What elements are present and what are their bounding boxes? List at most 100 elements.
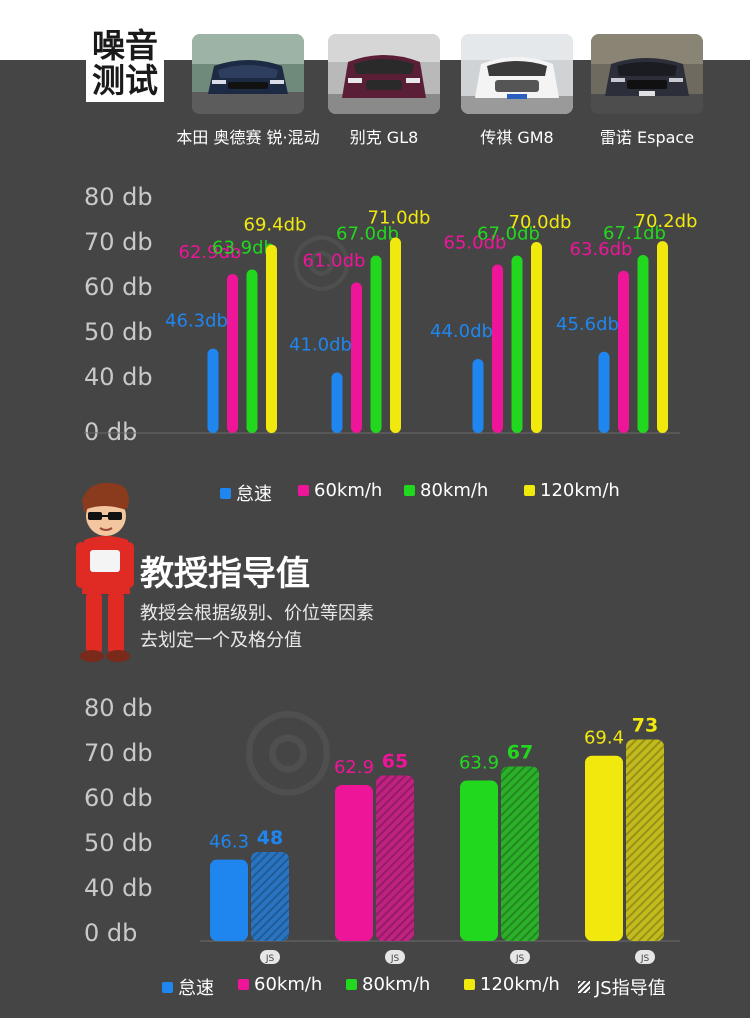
chart1-data-label-3-0: 45.6db (556, 314, 619, 335)
legend2-120: 120km/h (464, 974, 560, 995)
chart2-ytick-label: 80 db (84, 694, 153, 722)
chart1-bar-2-3 (531, 242, 542, 433)
chart1-data-label-1-3: 71.0db (368, 208, 431, 229)
legend2-80-swatch (346, 979, 357, 990)
legend1-idle-label: 怠速 (236, 484, 272, 505)
chart1-ytick-label: 50 db (84, 318, 153, 346)
legend2-120-swatch (464, 979, 475, 990)
chart1-bar-3-0 (598, 351, 610, 433)
legend2-60-label: 60km/h (254, 974, 323, 995)
car-label-honda: 本田 奥德赛 锐·混动 (176, 128, 320, 147)
chart1-data-label-2-0: 44.0db (430, 321, 493, 342)
chart1-data-label-0-0: 46.3db (165, 311, 228, 332)
chart2-js-bar-hatch-3 (626, 739, 664, 941)
chart1-bar-0-2 (246, 269, 258, 433)
chart1-ytick-label: 60 db (84, 273, 153, 301)
chart1-ytick-label: 0 db (84, 418, 137, 446)
car-photo-honda (192, 34, 304, 114)
chart1-bar-2-0 (472, 359, 484, 433)
noise-chart: 0 db 40 db 50 db 60 db 70 db 80 db 46.3db 41.0d… (84, 183, 698, 446)
chart2-js-tag-0 (260, 950, 280, 964)
chart1-ytick-label: 40 db (84, 363, 153, 391)
legend1-idle-swatch (220, 487, 231, 499)
legend1-idle: 怠速 (220, 480, 272, 506)
chart2-ytick-label: 70 db (84, 739, 153, 767)
legend2-120-label: 120km/h (480, 974, 560, 995)
section-title-line2: 测试 (92, 61, 158, 100)
chart2-test-label-2: 63.9 (459, 752, 499, 773)
watermark-bottom: ◎ (240, 680, 336, 808)
legend1-80-swatch (404, 485, 415, 496)
chart2-js-tag-text-1: JS (390, 954, 400, 964)
chart2-js-tag-1 (385, 950, 405, 964)
chart2-test-label-1: 62.9 (334, 757, 374, 778)
legend2-js-swatch (578, 981, 590, 993)
chart1-data-label-1-1: 61.0db (303, 251, 366, 272)
car-photo-buick (328, 34, 440, 114)
chart1-data-label-0-1: 62.9db (179, 242, 242, 263)
chart2-js-bar-hatch-2 (501, 766, 539, 941)
professor-desc-line1: 教授会根据级别、价位等因素 (140, 603, 374, 624)
chart2-js-bar-hatch-0 (251, 852, 289, 941)
chart2-js-tag-3 (635, 950, 655, 964)
legend2-80-label: 80km/h (362, 974, 431, 995)
professor-desc-line2: 去划定一个及格分值 (140, 630, 302, 651)
professor-description: 教授会根据级别、价位等因素 去划定一个及格分值 (140, 600, 374, 654)
legend1-120-swatch (524, 485, 535, 496)
chart2-test-bar-0 (210, 859, 248, 941)
chart1-bar-3-3 (657, 241, 668, 433)
chart1-data-label-1-0: 41.0db (289, 335, 352, 356)
chart1-data-label-3-1: 63.6db (570, 239, 633, 260)
chart2-js-label-3: 73 (632, 715, 658, 737)
legend1-60: 60km/h (298, 480, 382, 501)
legend2-idle-label: 怠速 (178, 978, 214, 999)
chart1-bar-0-0 (207, 348, 219, 433)
chart2-js-tag-text-2: JS (515, 954, 525, 964)
chart2-js-bar-hatch-1 (376, 775, 414, 941)
car-label-renault: 雷诺 Espace (599, 128, 695, 147)
legend1-120-label: 120km/h (540, 480, 620, 501)
chart1-bar-1-1 (351, 282, 362, 433)
chart2-test-bar-1 (335, 784, 373, 941)
legend2-js: JS指导值 (578, 974, 666, 1000)
car-label-buick: 别克 GL8 (349, 128, 419, 147)
car-photo-trumpchi (461, 34, 573, 114)
legend1-60-swatch (298, 485, 309, 496)
car-label-trumpchi: 传祺 GM8 (480, 128, 554, 147)
chart2-js-tag-text-3: JS (640, 954, 650, 964)
professor-title: 教授指导值 (140, 554, 310, 594)
chart1-data-label-3-3: 70.2db (635, 211, 698, 232)
chart1-bar-1-2 (370, 255, 382, 433)
chart1-bar-3-2 (637, 255, 649, 433)
chart2-js-tag-text-0: JS (265, 954, 275, 964)
legend1-80-label: 80km/h (420, 480, 489, 501)
legend2-idle-swatch (162, 981, 173, 993)
chart1-data-label-0-2: 63.9db (212, 237, 275, 258)
chart1-bar-1-3 (390, 237, 401, 433)
chart1-data-label-3-2: 67.1db (603, 223, 666, 244)
chart1-bar-2-2 (511, 255, 523, 433)
chart1-data-label-2-3: 70.0db (509, 212, 572, 233)
watermark-top: ◎ (290, 215, 353, 299)
chart1-ytick-label: 80 db (84, 183, 153, 211)
chart1-bar-1-0 (331, 372, 343, 433)
chart1-bar-0-3 (266, 244, 277, 433)
chart1-data-label-2-2: 67.0db (477, 224, 540, 245)
section-title: 噪音 测试 (86, 24, 164, 102)
chart1-data-label-0-3: 69.4db (244, 215, 307, 236)
legend1-120: 120km/h (524, 480, 620, 501)
legend2-idle: 怠速 (162, 974, 214, 1000)
section-title-line1: 噪音 (92, 26, 158, 65)
chart2-ytick-label: 0 db (84, 919, 137, 947)
chart2-test-label-3: 69.4 (584, 728, 624, 749)
chart1-data-label-1-2: 67.0db (336, 224, 399, 245)
chart2-test-label-0: 46.3 (209, 832, 249, 853)
chart2-js-label-0: 48 (257, 827, 283, 849)
chart2-ytick-label: 60 db (84, 784, 153, 812)
chart2-js-tag-2 (510, 950, 530, 964)
legend2-js-label: JS指导值 (595, 978, 666, 999)
chart2-js-label-2: 67 (507, 742, 533, 764)
chart1-bar-2-1 (492, 264, 503, 433)
chart1-bar-3-1 (618, 270, 629, 433)
